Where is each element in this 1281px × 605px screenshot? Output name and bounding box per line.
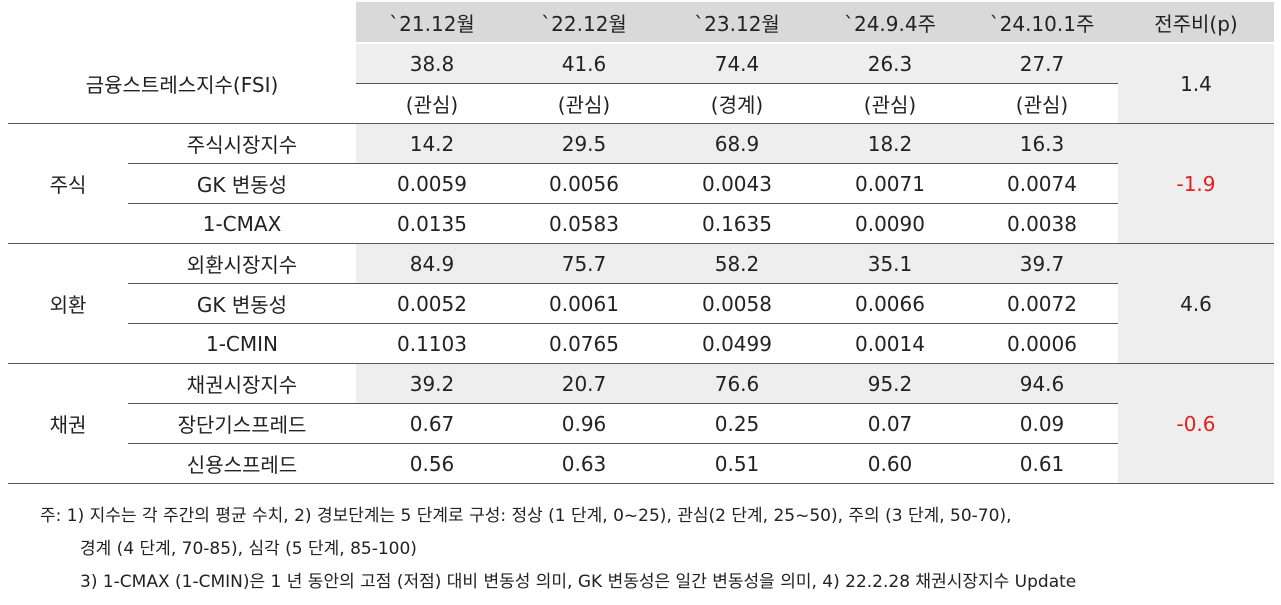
section-change-bond: -0.6 — [1118, 363, 1274, 484]
fsi-values-row: 금융스트레스지수(FSI) 38.8 41.6 74.4 26.3 27.7 1… — [8, 43, 1274, 124]
cell-value: 0.0765 — [508, 323, 660, 364]
header-col-5: `24.10.1주 — [966, 2, 1118, 44]
cell-value: 0.0090 — [814, 203, 966, 244]
header-col-change: 전주비(p) — [1118, 2, 1274, 44]
cell-value: 0.0071 — [814, 163, 966, 204]
row-label: 장단기스프레드 — [128, 403, 356, 444]
cell-value: 0.67 — [356, 403, 508, 444]
table-row: GK 변동성 0.0059 0.0056 0.0043 0.0071 0.007… — [8, 163, 1274, 204]
fsi-table: `21.12월 `22.12월 `23.12월 `24.9.4주 `24.10.… — [8, 2, 1274, 484]
footnotes: 주: 1) 지수는 각 주간의 평균 수치, 2) 경보단계는 5 단계로 구성… — [40, 500, 1270, 599]
table-row: GK 변동성 0.0052 0.0061 0.0058 0.0066 0.007… — [8, 283, 1274, 324]
table-row: 신용스프레드 0.56 0.63 0.51 0.60 0.61 — [8, 443, 1274, 484]
header-col-4: `24.9.4주 — [814, 2, 966, 44]
cell-value: 0.0058 — [660, 283, 814, 324]
row-label: GK 변동성 — [128, 283, 356, 324]
header-row: `21.12월 `22.12월 `23.12월 `24.9.4주 `24.10.… — [8, 2, 1274, 44]
cell-value: 0.1103 — [356, 323, 508, 364]
cell-value: 0.0583 — [508, 203, 660, 244]
section-change-stock: -1.9 — [1118, 123, 1274, 244]
table-row: 주식 주식시장지수 14.2 29.5 68.9 18.2 16.3 -1.9 — [8, 123, 1274, 244]
fsi-label: 금융스트레스지수(FSI) — [8, 43, 356, 124]
footnote-line-2: 경계 (4 단계, 70-85), 심각 (5 단계, 85-100) — [80, 539, 417, 559]
cell-value: 0.63 — [508, 443, 660, 484]
table-row: 장단기스프레드 0.67 0.96 0.25 0.07 0.09 — [8, 403, 1274, 444]
section-label-bond: 채권 — [8, 363, 128, 484]
cell-value: 0.56 — [356, 443, 508, 484]
header-blank-2 — [128, 2, 356, 44]
cell-value: 20.7 — [508, 363, 660, 404]
cell-value: 14.2 — [356, 123, 508, 164]
fsi-stage: (관심) — [356, 83, 508, 124]
cell-value: 0.0066 — [814, 283, 966, 324]
row-label: 채권시장지수 — [128, 363, 356, 404]
cell-value: 0.0038 — [966, 203, 1118, 244]
cell-value: 84.9 — [356, 243, 508, 284]
cell-value: 0.0061 — [508, 283, 660, 324]
header-col-1: `21.12월 — [356, 2, 508, 44]
row-label: 1-CMIN — [128, 323, 356, 364]
cell-value: 0.96 — [508, 403, 660, 444]
fsi-stages-row: (관심) (관심) (경계) (관심) (관심) — [8, 83, 1274, 124]
cell-value: 0.25 — [660, 403, 814, 444]
fsi-value: 27.7 — [966, 43, 1118, 84]
header-blank-1 — [8, 2, 128, 44]
footnote-line-1: 주: 1) 지수는 각 주간의 평균 수치, 2) 경보단계는 5 단계로 구성… — [40, 506, 1012, 526]
cell-value: 0.07 — [814, 403, 966, 444]
fsi-value: 74.4 — [660, 43, 814, 84]
row-label: GK 변동성 — [128, 163, 356, 204]
section-label-stock: 주식 — [8, 123, 128, 244]
cell-value: 39.2 — [356, 363, 508, 404]
section-change-fx: 4.6 — [1118, 243, 1274, 364]
cell-value: 68.9 — [660, 123, 814, 164]
cell-value: 39.7 — [966, 243, 1118, 284]
cell-value: 0.0072 — [966, 283, 1118, 324]
fsi-stage: (관심) — [814, 83, 966, 124]
footnote-line-3: 3) 1-CMAX (1-CMIN)은 1 년 동안의 고점 (저점) 대비 변… — [80, 572, 1077, 592]
table-row: 채권 채권시장지수 39.2 20.7 76.6 95.2 94.6 -0.6 — [8, 363, 1274, 484]
cell-value: 0.0499 — [660, 323, 814, 364]
table-row: 외환 외환시장지수 84.9 75.7 58.2 35.1 39.7 4.6 — [8, 243, 1274, 364]
fsi-change: 1.4 — [1118, 43, 1274, 124]
cell-value: 0.60 — [814, 443, 966, 484]
cell-value: 29.5 — [508, 123, 660, 164]
fsi-stage: (관심) — [966, 83, 1118, 124]
cell-value: 0.0014 — [814, 323, 966, 364]
cell-value: 75.7 — [508, 243, 660, 284]
cell-value: 0.51 — [660, 443, 814, 484]
cell-value: 0.0135 — [356, 203, 508, 244]
table-row: 1-CMIN 0.1103 0.0765 0.0499 0.0014 0.000… — [8, 323, 1274, 364]
cell-value: 0.0052 — [356, 283, 508, 324]
table-row: 1-CMAX 0.0135 0.0583 0.1635 0.0090 0.003… — [8, 203, 1274, 244]
row-label: 주식시장지수 — [128, 123, 356, 164]
cell-value: 94.6 — [966, 363, 1118, 404]
section-label-fx: 외환 — [8, 243, 128, 364]
row-label: 신용스프레드 — [128, 443, 356, 484]
row-label: 1-CMAX — [128, 203, 356, 244]
fsi-value: 26.3 — [814, 43, 966, 84]
cell-value: 0.0059 — [356, 163, 508, 204]
fsi-value: 38.8 — [356, 43, 508, 84]
cell-value: 16.3 — [966, 123, 1118, 164]
cell-value: 76.6 — [660, 363, 814, 404]
cell-value: 0.1635 — [660, 203, 814, 244]
fsi-value: 41.6 — [508, 43, 660, 84]
cell-value: 0.0056 — [508, 163, 660, 204]
header-col-2: `22.12월 — [508, 2, 660, 44]
cell-value: 95.2 — [814, 363, 966, 404]
cell-value: 58.2 — [660, 243, 814, 284]
header-col-3: `23.12월 — [660, 2, 814, 44]
cell-value: 0.0043 — [660, 163, 814, 204]
cell-value: 0.61 — [966, 443, 1118, 484]
fsi-stage: (경계) — [660, 83, 814, 124]
row-label: 외환시장지수 — [128, 243, 356, 284]
cell-value: 0.0006 — [966, 323, 1118, 364]
cell-value: 0.09 — [966, 403, 1118, 444]
fsi-stage: (관심) — [508, 83, 660, 124]
cell-value: 35.1 — [814, 243, 966, 284]
cell-value: 0.0074 — [966, 163, 1118, 204]
cell-value: 18.2 — [814, 123, 966, 164]
